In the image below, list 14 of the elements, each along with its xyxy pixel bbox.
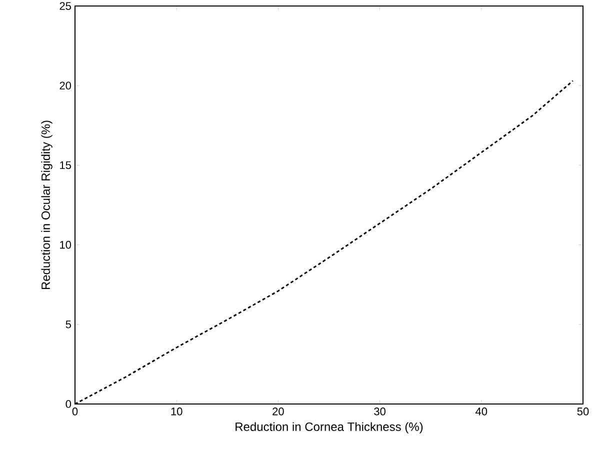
x-tick-label: 50 — [577, 408, 589, 416]
y-tick-label: 5 — [66, 320, 71, 328]
y-tick-label: 15 — [60, 161, 71, 170]
x-tick-label: 10 — [171, 408, 182, 416]
x-tick-label: 0 — [72, 408, 78, 416]
y-tick-label: 10 — [60, 240, 72, 249]
y-tick-label: 0 — [66, 400, 72, 408]
x-axis-title: Reduction in Cornea Thickness (%) — [236, 422, 423, 434]
y-tick-label: 20 — [60, 82, 72, 90]
x-tick-label: 40 — [476, 408, 488, 416]
x-tick-label: 20 — [272, 408, 284, 416]
y-tick-label: 25 — [60, 2, 71, 10]
y-axis-title: Reduction in Ocular Rigidity (%) — [41, 120, 52, 290]
x-tick-label: 30 — [374, 408, 386, 416]
